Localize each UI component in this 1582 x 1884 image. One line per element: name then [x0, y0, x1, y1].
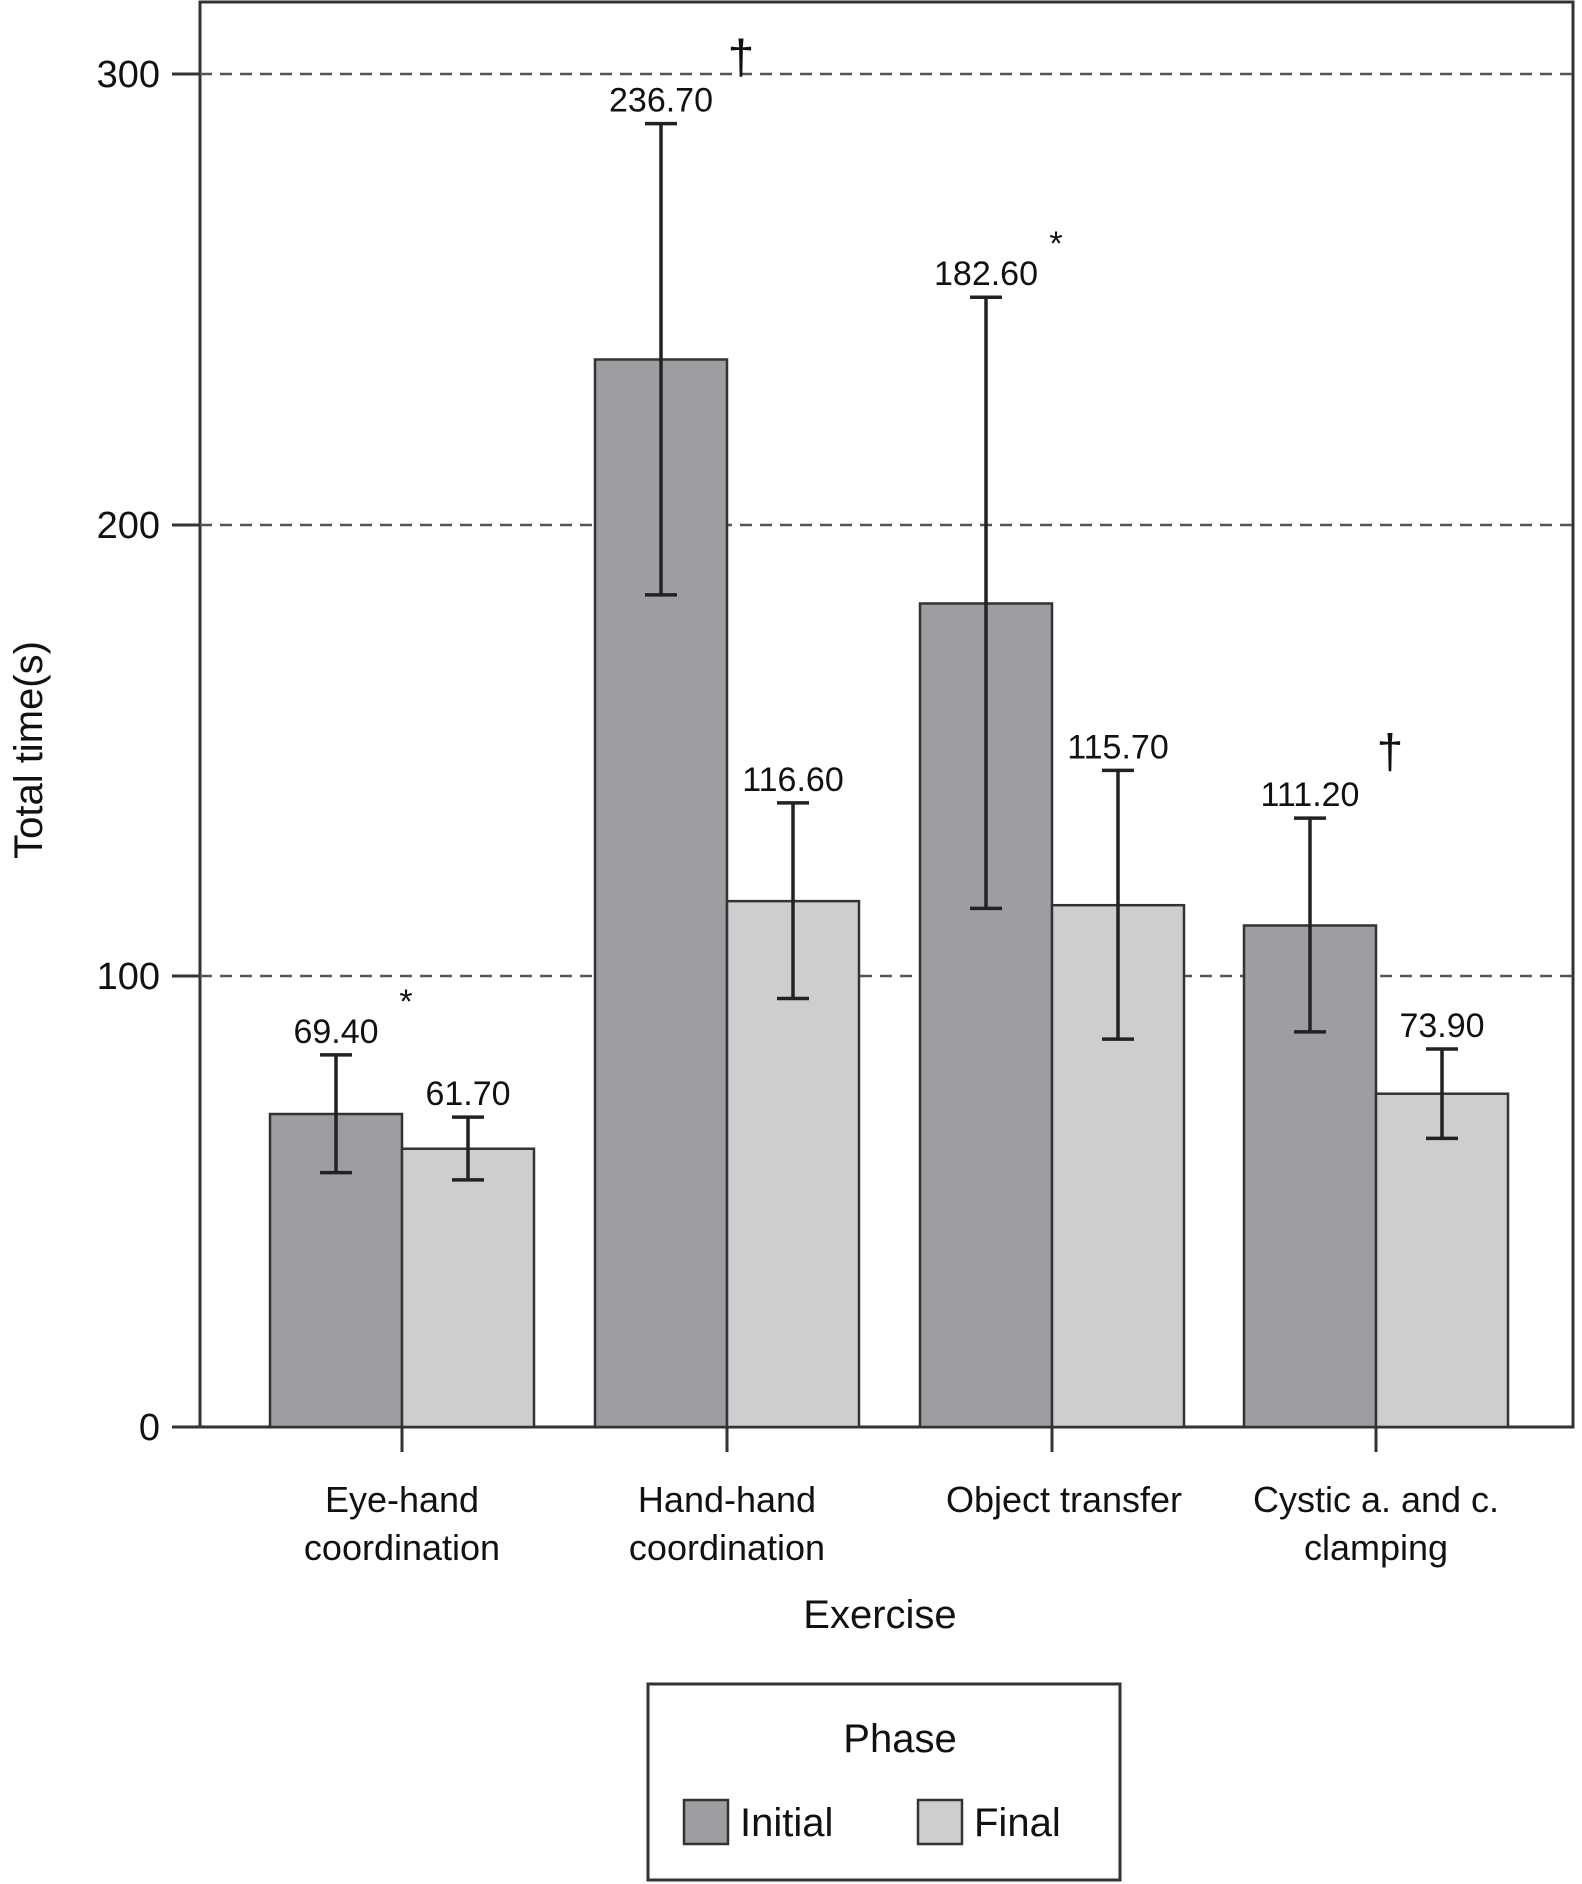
- y-tick-label: 100: [97, 956, 160, 998]
- significance-marker: *: [1049, 225, 1062, 263]
- data-label: 73.90: [1399, 1007, 1484, 1045]
- data-label: 182.60: [934, 255, 1038, 293]
- significance-marker: †: [728, 32, 755, 85]
- data-label: 61.70: [425, 1075, 510, 1113]
- significance-marker: †: [1377, 726, 1404, 779]
- x-tick-label: Hand-hand: [638, 1479, 816, 1520]
- legend-label: Final: [974, 1801, 1061, 1845]
- y-tick-label: 300: [97, 54, 160, 96]
- y-tick-label: 200: [97, 505, 160, 547]
- bar-final: [400, 1147, 536, 1429]
- legend-swatch-initial: [682, 1798, 730, 1846]
- x-tick-label: clamping: [1304, 1527, 1448, 1568]
- legend: [646, 1682, 1122, 1882]
- x-axis-title: Exercise: [803, 1593, 956, 1637]
- legend-swatch-final: [916, 1798, 964, 1846]
- data-label: 236.70: [609, 82, 713, 120]
- data-label: 69.40: [293, 1013, 378, 1051]
- bar-final: [1374, 1092, 1510, 1429]
- x-tick-label: Object transfer: [946, 1479, 1182, 1520]
- data-label: 111.20: [1261, 776, 1360, 814]
- legend-label: Initial: [740, 1801, 833, 1845]
- significance-marker: *: [399, 983, 412, 1021]
- x-tick-label: coordination: [304, 1527, 500, 1568]
- data-label: 116.60: [742, 761, 843, 799]
- y-axis-title: Total time(s): [7, 641, 51, 859]
- data-label: 115.70: [1067, 728, 1168, 766]
- x-tick-label: Eye-hand: [325, 1479, 479, 1520]
- legend-title: Phase: [843, 1717, 956, 1761]
- x-tick-label: Cystic a. and c.: [1253, 1479, 1499, 1520]
- x-tick-label: coordination: [629, 1527, 825, 1568]
- y-tick-label: 0: [139, 1407, 160, 1449]
